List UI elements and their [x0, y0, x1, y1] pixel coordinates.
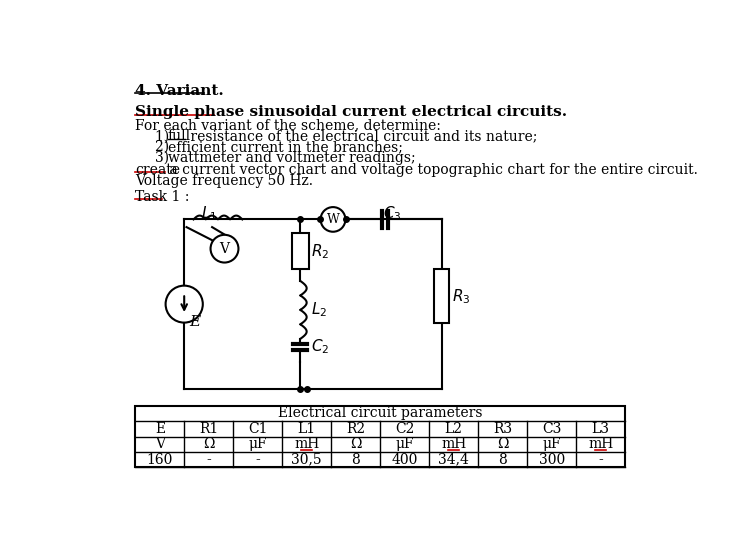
Text: -: -	[255, 453, 260, 466]
Text: L1: L1	[298, 422, 316, 436]
Text: 1): 1)	[155, 129, 178, 143]
Text: Ω: Ω	[203, 437, 214, 451]
Text: R1: R1	[199, 422, 218, 436]
Text: Task 1 :: Task 1 :	[135, 190, 190, 204]
Text: Ω: Ω	[350, 437, 361, 451]
Text: L2: L2	[444, 422, 463, 436]
Text: mH: mH	[441, 437, 467, 451]
Text: -: -	[598, 453, 603, 466]
Text: C1: C1	[248, 422, 268, 436]
Text: C3: C3	[542, 422, 562, 436]
Text: -: -	[206, 453, 211, 466]
Text: μF: μF	[542, 437, 561, 451]
Text: E: E	[155, 422, 165, 436]
Text: a current vector chart and voltage topographic chart for the entire circuit.: a current vector chart and voltage topog…	[165, 163, 697, 177]
Text: 8: 8	[499, 453, 507, 466]
Text: L3: L3	[591, 422, 610, 436]
Text: V: V	[220, 242, 229, 256]
Text: 400: 400	[392, 453, 418, 466]
Text: 30,5: 30,5	[292, 453, 322, 466]
Circle shape	[165, 286, 203, 323]
Text: Voltage frequency 50 Hz.: Voltage frequency 50 Hz.	[135, 174, 313, 188]
Text: V: V	[155, 437, 165, 451]
Text: Single phase sinusoidal current electrical circuits.: Single phase sinusoidal current electric…	[135, 105, 568, 119]
Text: 3): 3)	[155, 151, 177, 165]
Text: $L_1$: $L_1$	[201, 204, 217, 223]
Text: efficient current in the branches;: efficient current in the branches;	[168, 140, 403, 154]
Text: $C_3$: $C_3$	[384, 204, 402, 223]
Text: resistance of the electrical circuit and its nature;: resistance of the electrical circuit and…	[186, 129, 537, 143]
Text: 300: 300	[539, 453, 565, 466]
Circle shape	[211, 235, 238, 263]
Circle shape	[321, 207, 345, 232]
Text: mH: mH	[588, 437, 614, 451]
Bar	[135, 406, 626, 468]
Text: create: create	[135, 163, 180, 177]
Text: Electrical circuit parameters: Electrical circuit parameters	[278, 406, 482, 421]
Text: R2: R2	[347, 422, 365, 436]
Text: Ω: Ω	[497, 437, 508, 451]
Text: C2: C2	[395, 422, 415, 436]
Bar	[292, 233, 309, 270]
Text: $R_2$: $R_2$	[312, 242, 329, 261]
Text: 2): 2)	[155, 140, 177, 154]
Text: μF: μF	[249, 437, 267, 451]
Text: $C_2$: $C_2$	[312, 338, 329, 356]
Text: 160: 160	[147, 453, 173, 466]
Text: E: E	[189, 315, 200, 329]
Text: mH: mH	[294, 437, 319, 451]
Text: 8: 8	[352, 453, 360, 466]
Bar	[434, 270, 449, 324]
Text: μF: μF	[395, 437, 414, 451]
Text: $R_3$: $R_3$	[452, 287, 470, 306]
Text: R3: R3	[493, 422, 512, 436]
Text: $L_2$: $L_2$	[312, 301, 327, 319]
Text: 34,4: 34,4	[439, 453, 469, 466]
Text: 4. Variant.: 4. Variant.	[135, 84, 224, 98]
Text: full: full	[168, 129, 191, 143]
Text: W: W	[326, 213, 339, 226]
Text: For each variant of the scheme, determine:: For each variant of the scheme, determin…	[135, 118, 441, 133]
Text: wattmeter and voltmeter readings;: wattmeter and voltmeter readings;	[168, 151, 416, 165]
